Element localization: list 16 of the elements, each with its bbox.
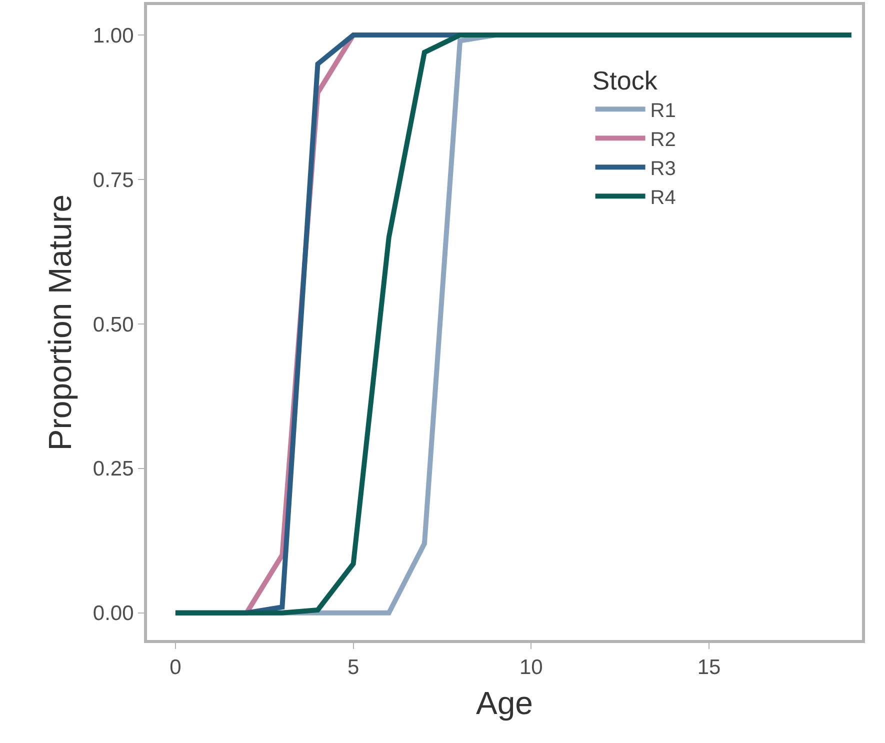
legend-label: R1	[650, 100, 676, 122]
y-tick-label: 0.00	[92, 602, 134, 626]
x-tick-label: 0	[170, 656, 182, 680]
legend-label: R3	[650, 158, 676, 180]
y-axis-title: Proportion Mature	[42, 194, 78, 451]
y-tick-label: 0.25	[92, 458, 134, 481]
y-tick-label: 0.50	[92, 313, 134, 336]
x-tick-label: 15	[697, 656, 721, 680]
y-tick-label: 0.75	[92, 168, 134, 192]
x-tick-label: 5	[347, 656, 360, 680]
legend-label: R2	[650, 128, 676, 151]
legend-label: R4	[650, 186, 676, 209]
x-tick-label: 10	[520, 656, 543, 680]
legend-title: Stock	[592, 66, 658, 96]
x-axis-title: Age	[476, 685, 533, 722]
y-tick-label: 1.00	[92, 24, 134, 48]
